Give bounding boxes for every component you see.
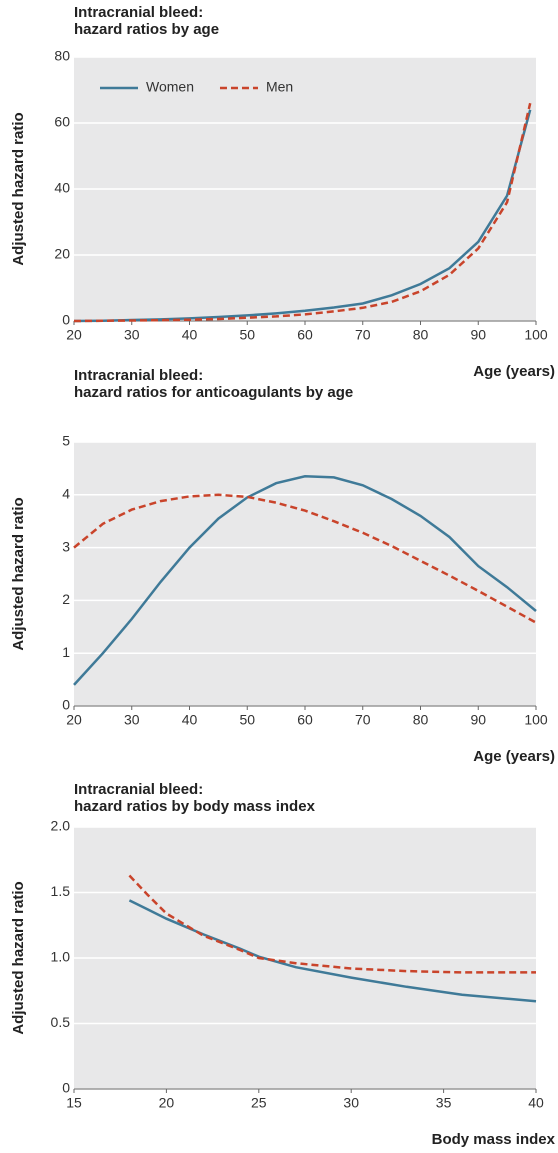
x-tick-label: 50 [239,327,255,343]
legend-label: Men [266,79,293,95]
x-tick-label: 80 [413,327,429,343]
y-tick-label: 4 [62,486,70,502]
x-tick-label: 50 [239,712,255,728]
line-series [128,874,536,974]
y-tick-label: 1.0 [51,949,71,965]
plot-background [74,442,536,706]
x-tick-label: 30 [124,327,140,343]
x-tick-label: 70 [355,327,371,343]
y-tick-label: 80 [54,48,70,64]
line-series [73,102,532,323]
x-tick-label: 35 [436,1095,452,1111]
legend-label: Women [146,79,194,95]
x-tick-label: 60 [297,712,313,728]
chart-title: hazard ratios for anticoagulants by age [74,384,353,401]
y-tick-label: 0 [62,697,70,713]
y-tick-label: 40 [54,180,70,196]
x-tick-label: 20 [66,712,82,728]
x-tick-label: 20 [66,327,82,343]
chart-title: Intracranial bleed: [74,367,203,384]
x-tick-label: 90 [470,327,486,343]
chart-title: hazard ratios by age [74,21,219,38]
x-tick-label: 40 [528,1095,544,1111]
x-tick-label: 90 [470,712,486,728]
x-tick-label: 15 [66,1095,82,1111]
x-tick-label: 100 [524,712,548,728]
y-tick-label: 0 [62,1080,70,1096]
y-tick-label: 1 [62,644,70,660]
y-tick-label: 0 [62,312,70,328]
line-series [73,475,537,686]
line-series [73,493,537,624]
y-tick-label: 2.0 [51,818,71,834]
y-axis-label: Adjusted hazard ratio [10,112,27,265]
y-tick-label: 5 [62,433,70,449]
chart-title: Intracranial bleed: [74,4,203,21]
y-axis-label: Adjusted hazard ratio [10,497,27,650]
y-tick-label: 60 [54,114,70,130]
x-tick-label: 30 [343,1095,359,1111]
y-tick-label: 3 [62,538,70,554]
x-axis-label: Age (years) [473,748,555,765]
x-tick-label: 20 [159,1095,175,1111]
y-tick-label: 20 [54,246,70,262]
x-tick-label: 60 [297,327,313,343]
x-tick-label: 25 [251,1095,267,1111]
x-tick-label: 40 [182,712,198,728]
y-tick-label: 1.5 [51,883,71,899]
chart-title: Intracranial bleed: [74,781,203,798]
x-tick-label: 30 [124,712,140,728]
chart-title: hazard ratios by body mass index [74,798,316,815]
x-tick-label: 80 [413,712,429,728]
y-axis-label: Adjusted hazard ratio [10,881,27,1034]
x-axis-label: Body mass index [432,1131,556,1148]
x-tick-label: 40 [182,327,198,343]
x-tick-label: 70 [355,712,371,728]
x-tick-label: 100 [524,327,548,343]
y-tick-label: 2 [62,591,70,607]
y-tick-label: 0.5 [51,1014,71,1030]
x-axis-label: Age (years) [473,363,555,380]
